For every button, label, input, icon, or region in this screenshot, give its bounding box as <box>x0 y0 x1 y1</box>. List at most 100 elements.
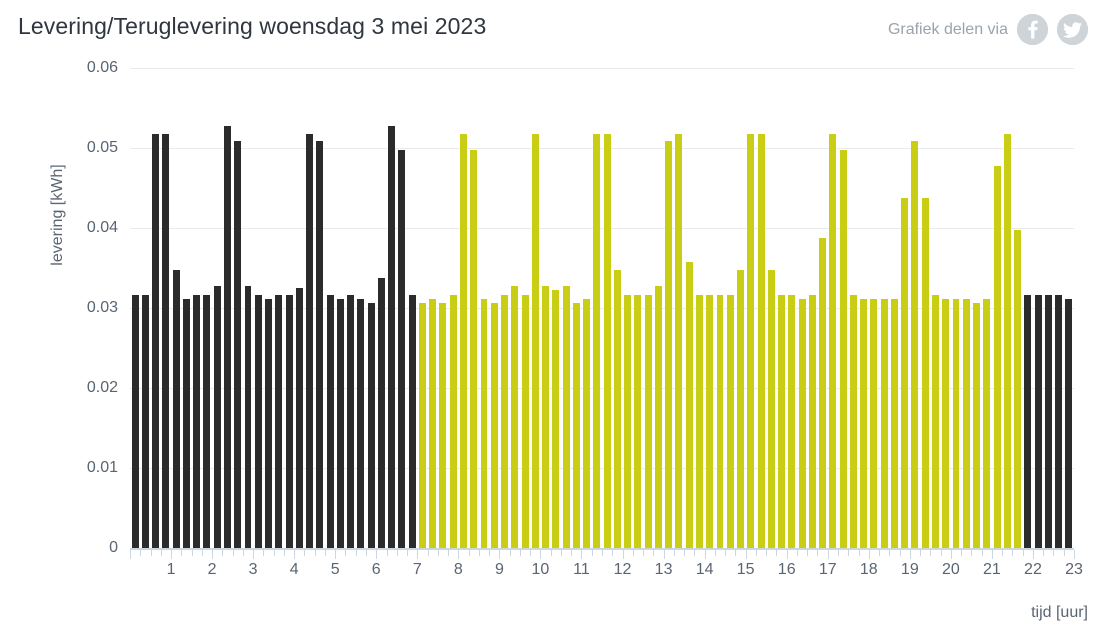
twitter-icon[interactable] <box>1057 14 1088 45</box>
x-axis-major-tick <box>622 550 624 559</box>
x-axis-tick-label: 12 <box>613 561 632 578</box>
x-axis-tick-label: 23 <box>1065 561 1083 578</box>
x-axis-major-tick <box>253 550 255 559</box>
bar <box>408 295 416 548</box>
x-axis-major-tick <box>1032 550 1034 559</box>
bar <box>562 286 570 548</box>
x-axis-minor-tick <box>222 550 224 556</box>
x-axis-minor-tick <box>427 550 429 556</box>
bar <box>357 299 365 548</box>
x-axis-minor-tick <box>314 550 316 556</box>
bar <box>572 303 580 548</box>
bar <box>634 295 642 548</box>
page-title: Levering/Teruglevering woensdag 3 mei 20… <box>18 13 487 39</box>
bar <box>162 134 170 548</box>
x-axis-minor-tick <box>1022 550 1024 556</box>
x-axis-minor-tick <box>530 550 532 556</box>
x-axis-tick-label: 3 <box>248 561 258 578</box>
x-axis-major-tick <box>171 550 173 559</box>
x-axis-minor-tick <box>407 550 409 556</box>
bar <box>244 286 252 548</box>
bar <box>470 149 478 548</box>
x-axis-minor-tick <box>632 550 634 556</box>
share-toolbar: Grafiek delen via <box>888 14 1088 45</box>
bar <box>542 286 550 548</box>
bar <box>316 140 324 548</box>
bar <box>644 295 652 548</box>
x-axis-minor-tick <box>283 550 285 556</box>
bar <box>1065 299 1073 548</box>
bar <box>808 295 816 548</box>
plot-area <box>130 68 1074 549</box>
bar <box>377 277 385 548</box>
bar <box>203 295 211 548</box>
x-axis-major-tick <box>786 550 788 559</box>
x-axis-minor-tick <box>735 550 737 556</box>
bar <box>429 299 437 548</box>
bar <box>911 140 919 548</box>
x-axis-major-tick <box>581 550 583 559</box>
x-axis-minor-tick <box>181 550 183 556</box>
bar <box>747 134 755 548</box>
bar <box>388 126 396 548</box>
x-axis-minor-tick <box>879 550 881 556</box>
x-axis-minor-tick <box>468 550 470 556</box>
x-axis-major-tick <box>499 550 501 559</box>
bar <box>213 286 221 548</box>
bar <box>593 134 601 548</box>
bar <box>336 299 344 548</box>
bar <box>141 295 149 548</box>
bar <box>890 299 898 548</box>
bar <box>285 295 293 548</box>
x-axis-minor-tick <box>889 550 891 556</box>
x-axis-minor-tick <box>961 550 963 556</box>
bar <box>1014 230 1022 548</box>
bar <box>418 303 426 548</box>
x-axis-minor-tick <box>817 550 819 556</box>
bar <box>367 303 375 548</box>
x-axis-major-tick <box>294 550 296 559</box>
gridline <box>130 388 1074 389</box>
x-axis-minor-tick <box>396 550 398 556</box>
x-axis-minor-tick <box>355 550 357 556</box>
bar <box>737 269 744 548</box>
x-axis-line <box>130 548 1074 550</box>
x-axis-major-tick <box>991 550 993 559</box>
bar <box>131 295 139 548</box>
x-axis-tick-label: 11 <box>573 561 590 578</box>
x-axis-major-tick <box>335 550 337 559</box>
bar <box>1044 295 1052 548</box>
bar <box>326 295 334 548</box>
x-axis-tick-label: 13 <box>654 561 673 578</box>
x-axis-tick-label: 17 <box>818 561 837 578</box>
bar <box>511 286 519 548</box>
x-axis-tick-label: 10 <box>531 561 550 578</box>
x-axis-tick-label: 20 <box>941 561 960 578</box>
x-axis-minor-tick <box>602 550 603 556</box>
bar <box>439 303 447 548</box>
x-axis-major-tick <box>376 550 378 559</box>
x-axis-minor-tick <box>776 550 778 556</box>
x-axis-minor-tick <box>304 550 306 556</box>
bar <box>716 295 724 548</box>
x-axis-major-tick <box>540 550 542 559</box>
x-axis-minor-tick <box>478 550 480 556</box>
x-axis-minor-tick <box>940 550 942 556</box>
bar <box>1055 295 1063 548</box>
bar <box>275 295 283 548</box>
x-axis-major-tick <box>130 550 131 559</box>
bar <box>172 269 180 548</box>
x-axis-minor-tick <box>489 550 491 556</box>
x-axis-minor-tick <box>848 550 850 556</box>
x-axis-minor-tick <box>858 550 860 556</box>
x-axis-minor-tick <box>838 550 839 556</box>
x-axis-tick-label: 9 <box>494 561 504 578</box>
x-axis-tick-label: 16 <box>777 561 796 578</box>
x-axis-minor-tick <box>1043 550 1045 556</box>
bar <box>531 134 539 548</box>
x-axis-tick-label: 19 <box>900 561 919 578</box>
bar <box>962 299 970 548</box>
bar <box>152 134 160 548</box>
x-axis-minor-tick <box>920 550 922 556</box>
facebook-icon[interactable] <box>1017 14 1048 45</box>
